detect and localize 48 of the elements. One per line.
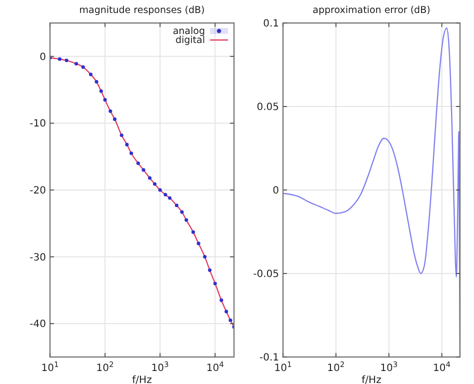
point [168,196,172,200]
point [180,210,184,214]
point [191,230,195,234]
x-axis-title: f/Hz [132,375,152,384]
point [228,318,232,322]
legend-label: analog [172,26,205,37]
point [196,242,200,246]
point [164,192,168,196]
point [174,204,178,208]
y-tick-label: 0.1 [263,18,279,30]
x-axis-title: f/Hz [362,375,382,384]
point [158,188,162,192]
point [184,218,188,222]
point [130,151,134,156]
point [208,268,212,272]
point [103,98,107,102]
y-tick-label: -20 [30,186,46,196]
x-tick-label: 10$^{2}$ [96,360,114,374]
point [224,310,228,314]
point [220,298,224,302]
y-tick-label: 0 [272,186,279,196]
x-tick-label: 10$^{4}$ [433,360,451,374]
y-tick-label: -0.05 [253,269,279,280]
y-tick-label: 0 [40,52,46,63]
legend-label: digital [175,35,205,46]
y-tick-label: -10 [30,118,46,130]
point [112,117,117,121]
x-tick-label: 10$^{3}$ [380,360,398,374]
point [74,62,78,66]
y-tick-label: -30 [30,252,46,264]
point [148,176,152,180]
point [125,142,129,146]
chart-title: approximation error (dB) [312,5,430,16]
point [142,168,146,172]
point [213,282,217,286]
point [120,133,124,138]
point [152,182,157,186]
x-tick-label: 10$^{3}$ [151,360,170,374]
point [203,255,207,259]
x-tick-label: 10$^{2}$ [327,360,345,374]
x-tick-label: 10$^{1}$ [41,360,59,374]
y-tick-label: 0.05 [256,102,279,113]
point [81,65,85,69]
x-tick-label: 10$^{4}$ [206,360,224,374]
point [136,162,140,166]
chart-title: magnitude responses (dB) [79,5,205,16]
point [108,109,112,113]
y-tick-label: -40 [30,319,46,330]
